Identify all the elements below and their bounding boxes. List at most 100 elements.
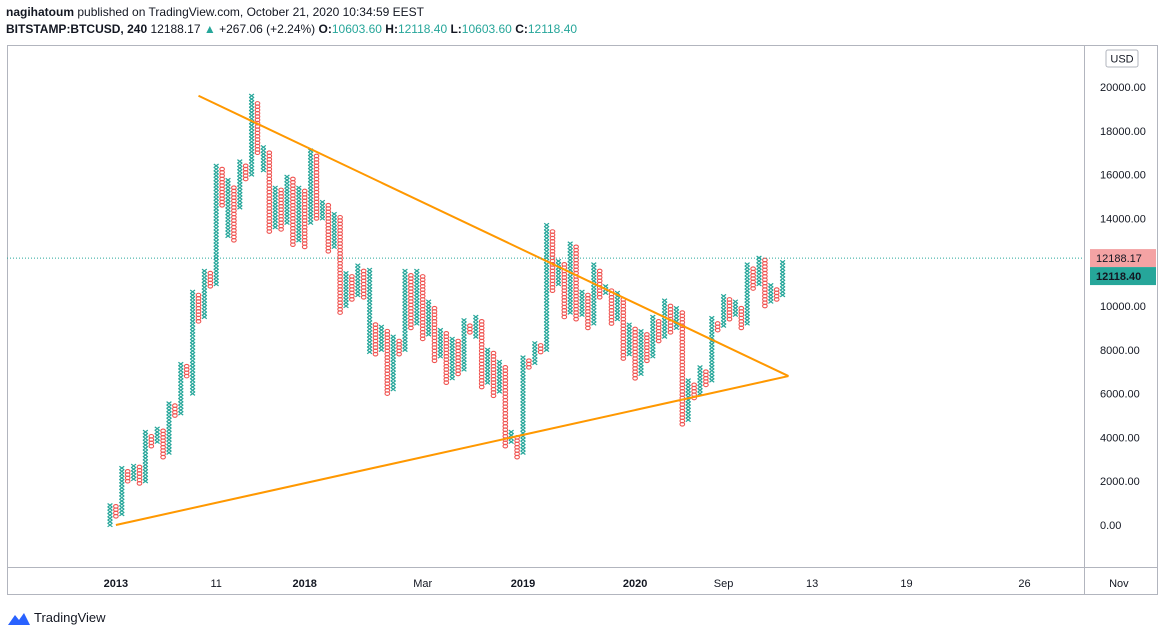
x-box [189, 338, 196, 344]
chart-border [7, 45, 1158, 595]
o-box [703, 369, 709, 375]
o-column [762, 257, 768, 309]
close-price-tag [1090, 267, 1156, 286]
x-box [343, 274, 349, 279]
x-box [225, 217, 231, 222]
x-box [720, 300, 727, 305]
x-box [449, 346, 455, 351]
o-column [714, 321, 721, 333]
x-box [213, 199, 219, 205]
o-column [408, 272, 414, 331]
x-box [661, 321, 668, 326]
symbol-name[interactable]: BITSTAMP:BTCUSD, 240 [6, 22, 148, 36]
x-box [154, 439, 160, 445]
plot-pane[interactable] [7, 93, 1084, 528]
x-box [484, 377, 491, 382]
author-name[interactable]: nagihatoum [6, 5, 74, 19]
x-column [237, 159, 243, 210]
x-box [402, 298, 408, 303]
x-box [189, 299, 196, 304]
currency-label[interactable]: USD [1110, 54, 1133, 66]
x-box [543, 268, 550, 274]
o-box [231, 185, 237, 191]
o-box [337, 214, 343, 220]
x-box [189, 345, 196, 350]
x-box [567, 251, 573, 256]
x-box [449, 366, 455, 371]
x-box [272, 208, 278, 214]
x-box [402, 271, 408, 277]
x-box [779, 269, 786, 275]
x-box [697, 374, 703, 380]
x-box [213, 222, 219, 228]
o-column [585, 292, 591, 331]
x-box [720, 293, 727, 299]
o-column [266, 150, 273, 234]
time-axis[interactable]: 2013 11 2018 Mar 2019 2020 Sep 13 19 26 Nov [104, 578, 1130, 590]
x-box [709, 325, 715, 331]
x-box [201, 288, 208, 293]
x-box [107, 503, 113, 508]
x-box [178, 394, 184, 400]
o-column [467, 323, 473, 335]
x-box [343, 270, 349, 276]
o-column [773, 287, 780, 302]
x-box [272, 192, 278, 197]
x-box [779, 276, 786, 281]
x-box [366, 310, 373, 315]
x-box [366, 313, 373, 319]
x-box [189, 384, 196, 390]
trendline-lower[interactable] [115, 375, 789, 526]
x-box [237, 195, 243, 200]
x-box [543, 288, 550, 293]
x-box [685, 388, 691, 393]
x-box [284, 210, 290, 216]
o-box [585, 292, 591, 298]
x-box [142, 455, 149, 461]
x-column [284, 174, 290, 226]
footer-branding[interactable]: TradingView [8, 610, 106, 625]
price-tick-label: 16000.00 [1100, 170, 1146, 182]
x-box [166, 417, 172, 423]
o-box [502, 364, 509, 370]
x-box [248, 155, 255, 161]
x-box [237, 182, 243, 187]
chart-frame[interactable]: USD 0.00 2000.00 4000.00 6000.00 8000.00 1000… [7, 45, 1158, 595]
o-column [360, 268, 367, 300]
x-box [709, 322, 715, 327]
x-box [768, 296, 774, 301]
x-box [638, 335, 644, 341]
x-column [720, 293, 727, 328]
x-box [213, 275, 219, 280]
x-box [709, 374, 715, 380]
trendline-upper[interactable] [198, 94, 789, 377]
x-box [697, 378, 703, 383]
high-value: 12118.40 [397, 22, 448, 36]
x-box [532, 350, 538, 356]
x-box [673, 315, 680, 321]
x-box [638, 365, 644, 370]
x-box [331, 218, 337, 223]
x-box [543, 245, 550, 251]
x-column [496, 359, 503, 394]
pnf-chart[interactable]: USD 0.00 2000.00 4000.00 6000.00 8000.00 1000… [7, 45, 1158, 595]
x-box [591, 317, 597, 323]
x-column [272, 185, 278, 230]
time-tick-label: 11 [210, 578, 221, 590]
currency-button[interactable] [1105, 49, 1139, 68]
x-box [189, 319, 196, 324]
x-box [237, 188, 243, 194]
x-column [366, 267, 373, 355]
x-box [142, 472, 149, 477]
x-box [225, 177, 231, 183]
x-box [732, 312, 739, 318]
x-box [661, 334, 668, 339]
x-box [567, 241, 573, 246]
x-box [307, 174, 314, 180]
price-tick-label: 20000.00 [1100, 82, 1146, 94]
x-box [591, 285, 597, 290]
x-box [284, 220, 290, 226]
price-axis[interactable]: USD 0.00 2000.00 4000.00 6000.00 8000.00 1000… [1090, 49, 1156, 532]
x-box [449, 362, 455, 368]
x-box [213, 281, 219, 287]
